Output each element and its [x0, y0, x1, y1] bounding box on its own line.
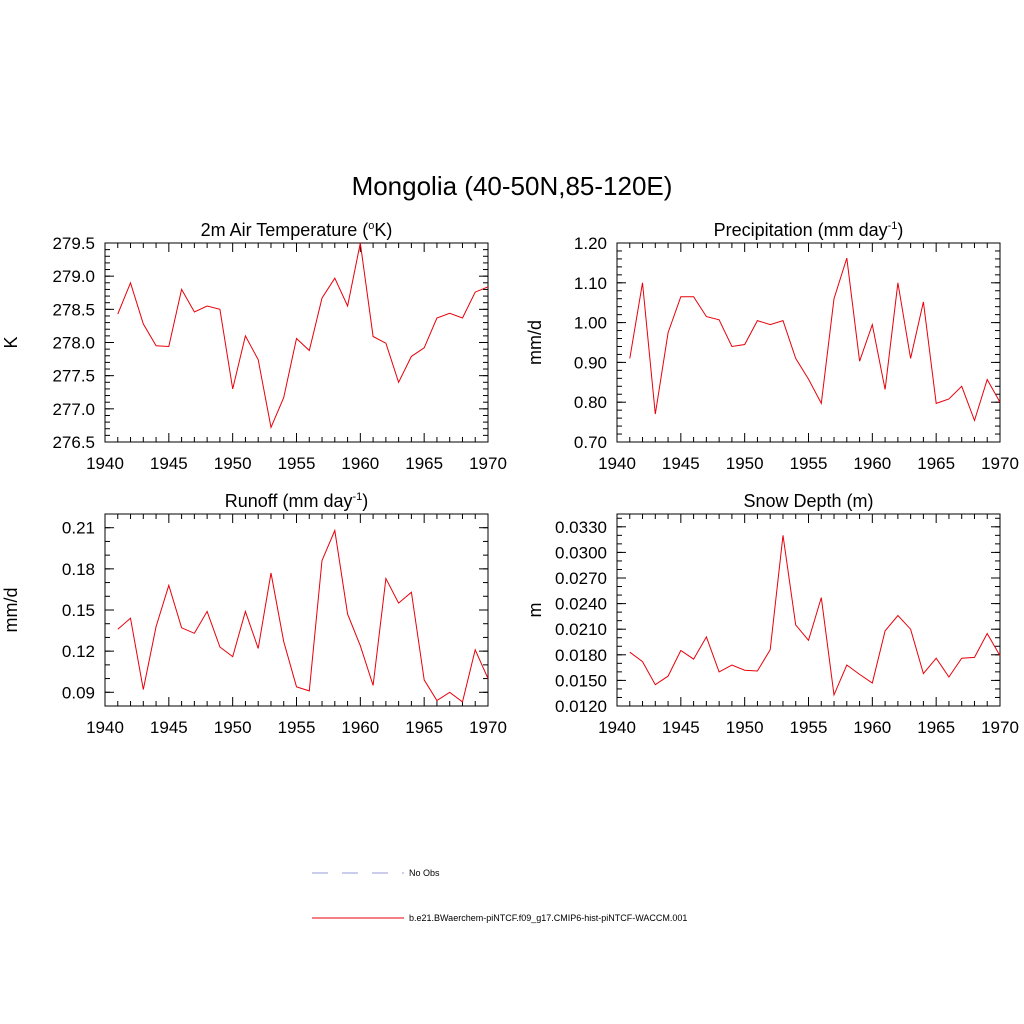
- x-tick-label: 1955: [790, 454, 828, 473]
- y-tick-label: 0.18: [62, 560, 95, 579]
- x-tick-label: 1960: [853, 718, 891, 737]
- y-tick-label: 1.00: [574, 314, 607, 333]
- x-tick-label: 1965: [405, 718, 443, 737]
- x-tick-label: 1945: [150, 454, 188, 473]
- y-tick-label: 1.10: [574, 274, 607, 293]
- legend-label-2: b.e21.BWaerchem-piNTCF.f09_g17.CMIP6-his…: [409, 913, 687, 923]
- y-tick-label: 0.80: [574, 393, 607, 412]
- x-tick-label: 1965: [917, 454, 955, 473]
- x-tick-label: 1950: [214, 454, 252, 473]
- x-tick-label: 1940: [598, 454, 636, 473]
- x-tick-label: 1945: [150, 718, 188, 737]
- chart-panel-4: Snow Depth (m) 1940 1945 1950 1955 1960 1965 19…: [525, 491, 1019, 737]
- x-tick-label: 1940: [598, 718, 636, 737]
- chart-panel-3: Runoff (mm day-1) 1940 1945 1950 1955 1960 196…: [1, 491, 507, 737]
- panel-title-main: Snow Depth (m): [743, 491, 873, 511]
- plot-frame: [616, 242, 1001, 443]
- y-axis-label: K: [1, 336, 21, 348]
- panel-title-tail: K): [374, 220, 392, 240]
- y-tick-label: 0.0120: [555, 697, 607, 716]
- figure-title: Mongolia (40-50N,85-120E): [352, 171, 673, 201]
- y-tick-label: 0.70: [574, 433, 607, 452]
- series-line: [117, 528, 489, 703]
- x-tick-label: 1970: [469, 454, 507, 473]
- panel-title-main: 2m Air Temperature (: [201, 220, 369, 240]
- y-tick-label: 0.0210: [555, 620, 607, 639]
- x-tick-label: 1950: [726, 454, 764, 473]
- x-tick-label: 1950: [726, 718, 764, 737]
- panel-title: Runoff (mm day-1): [225, 491, 369, 511]
- x-tick-label: 1970: [469, 718, 507, 737]
- y-tick-label: 0.0240: [555, 595, 607, 614]
- y-axis-label: mm/d: [525, 320, 545, 365]
- x-tick-label: 1955: [278, 454, 316, 473]
- series-line: [117, 242, 489, 430]
- legend-label-1: No Obs: [409, 868, 440, 878]
- x-tick-label: 1970: [981, 454, 1019, 473]
- y-axis-label: m: [525, 603, 545, 618]
- panel-title-superscript: -1: [352, 491, 362, 503]
- y-tick-label: 278.5: [52, 300, 95, 319]
- panel-title-tail: ): [362, 491, 368, 511]
- panel-title-main: Precipitation (mm day: [714, 220, 888, 240]
- y-axis-label: mm/d: [1, 588, 21, 633]
- y-tick-label: 278.0: [52, 334, 95, 353]
- panel-title-main: Runoff (mm day: [225, 491, 353, 511]
- legend: No Obs b.e21.BWaerchem-piNTCF.f09_g17.CMI…: [312, 868, 687, 923]
- y-tick-label: 276.5: [52, 433, 95, 452]
- x-tick-label: 1965: [917, 718, 955, 737]
- x-tick-label: 1970: [981, 718, 1019, 737]
- y-tick-label: 277.0: [52, 400, 95, 419]
- y-tick-label: 0.21: [62, 519, 95, 538]
- x-tick-label: 1960: [853, 454, 891, 473]
- y-tick-label: 0.12: [62, 642, 95, 661]
- x-tick-label: 1960: [341, 454, 379, 473]
- panel-title-tail: ): [897, 220, 903, 240]
- y-tick-label: 0.0150: [555, 671, 607, 690]
- panel-title-superscript: -1: [888, 220, 898, 232]
- x-tick-label: 1945: [662, 718, 700, 737]
- y-tick-label: 0.90: [574, 353, 607, 372]
- plot-frame: [104, 513, 489, 707]
- panel-title: Snow Depth (m): [743, 491, 873, 511]
- y-tick-label: 0.15: [62, 601, 95, 620]
- x-tick-label: 1965: [405, 454, 443, 473]
- x-tick-label: 1955: [278, 718, 316, 737]
- chart-panel-1: 2m Air Temperature (oK) 1940 1945 1950 1955 1…: [1, 220, 507, 473]
- series-line: [629, 257, 1001, 423]
- x-tick-label: 1950: [214, 718, 252, 737]
- x-tick-label: 1940: [86, 454, 124, 473]
- y-tick-label: 0.0270: [555, 569, 607, 588]
- panel-title: Precipitation (mm day-1): [714, 220, 904, 240]
- y-tick-label: 1.20: [574, 234, 607, 253]
- panel-title: 2m Air Temperature (oK): [201, 220, 393, 240]
- chart-panels: 2m Air Temperature (oK)1940 1945 1950 1955 1…: [1, 220, 1019, 737]
- y-tick-label: 0.0180: [555, 646, 607, 665]
- y-tick-label: 279.0: [52, 267, 95, 286]
- y-tick-label: 0.09: [62, 683, 95, 702]
- plot-frame: [616, 513, 1001, 707]
- chart-panel-2: Precipitation (mm day-1) 1940 1945 1950 1955…: [525, 220, 1019, 473]
- y-tick-label: 0.0300: [555, 543, 607, 562]
- series-line: [629, 535, 1001, 697]
- x-tick-label: 1945: [662, 454, 700, 473]
- y-tick-label: 277.5: [52, 367, 95, 386]
- panel-title-superscript: o: [368, 220, 374, 232]
- plot-frame: [104, 242, 489, 443]
- x-tick-label: 1955: [790, 718, 828, 737]
- y-tick-label: 0.0330: [555, 518, 607, 537]
- x-tick-label: 1960: [341, 718, 379, 737]
- y-tick-label: 279.5: [52, 234, 95, 253]
- x-tick-label: 1940: [86, 718, 124, 737]
